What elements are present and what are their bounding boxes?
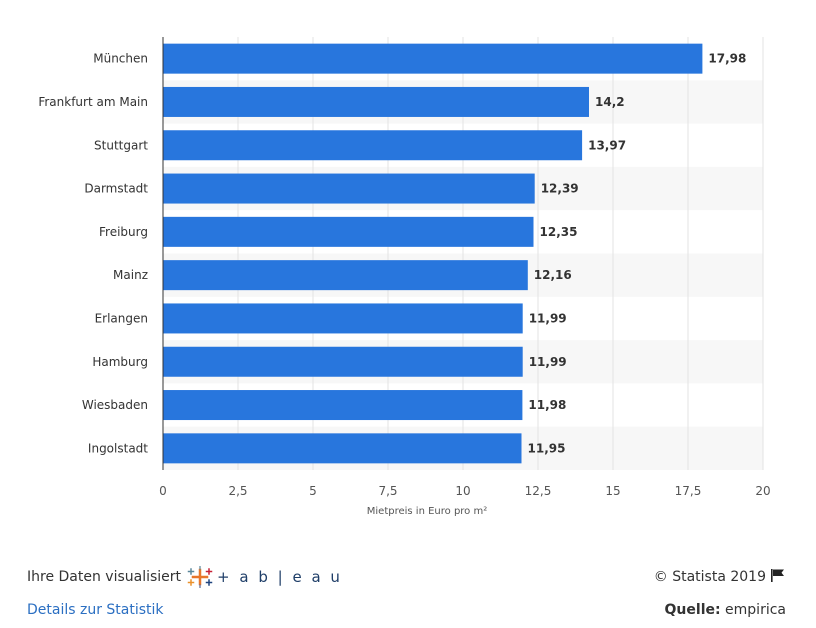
value-label: 11,99 <box>529 311 567 325</box>
category-label: Frankfurt am Main <box>38 95 148 109</box>
x-axis-title: Mietpreis in Euro pro m² <box>367 506 487 517</box>
x-tick-label: 17,5 <box>675 484 702 498</box>
category-labels: München Frankfurt am Main Stuttgart Darmsta… <box>38 52 148 456</box>
value-label: 11,95 <box>528 441 566 455</box>
bar[interactable] <box>163 433 522 464</box>
flag-icon[interactable] <box>770 568 786 586</box>
x-tick-label: 0 <box>159 484 167 498</box>
x-tick-label: 20 <box>755 484 770 498</box>
bar[interactable] <box>163 346 523 377</box>
bar[interactable] <box>163 390 523 421</box>
category-label: Mainz <box>113 268 148 282</box>
bar[interactable] <box>163 86 589 117</box>
tableau-credit[interactable]: Ihre Daten visualisiert + a b | e a u <box>27 566 342 588</box>
category-label: Wiesbaden <box>82 398 148 412</box>
tableau-plus-icon <box>187 566 213 588</box>
details-link[interactable]: Details zur Statistik <box>27 602 164 618</box>
value-label: 11,99 <box>529 355 567 369</box>
value-labels: 17,98 14,2 13,97 12,39 12,35 12,16 11,99 11,99 1… <box>528 52 747 456</box>
category-label: Erlangen <box>95 311 148 325</box>
bar[interactable] <box>163 130 583 161</box>
value-label: 12,16 <box>534 268 572 282</box>
tableau-logo[interactable]: + a b | e a u <box>187 566 342 588</box>
category-label: München <box>93 52 148 66</box>
bars <box>163 43 703 464</box>
bar[interactable] <box>163 260 528 291</box>
source-line: Quelle: empirica <box>665 602 786 618</box>
category-label: Darmstadt <box>84 182 148 196</box>
category-label: Ingolstadt <box>88 441 148 455</box>
x-tick-label: 5 <box>309 484 317 498</box>
value-label: 12,35 <box>540 225 578 239</box>
bar[interactable] <box>163 216 534 247</box>
x-tick-labels: 0 2,5 5 7,5 10 12,5 15 17,5 20 <box>159 484 770 498</box>
value-label: 14,2 <box>595 95 625 109</box>
x-tick-label: 7,5 <box>378 484 397 498</box>
x-tick-label: 10 <box>455 484 470 498</box>
value-label: 11,98 <box>528 398 566 412</box>
visualized-text: Ihre Daten visualisiert <box>27 569 182 585</box>
copyright-text: © Statista 2019 <box>653 569 766 585</box>
bar[interactable] <box>163 303 523 334</box>
value-label: 17,98 <box>708 52 746 66</box>
bar[interactable] <box>163 43 703 74</box>
bar[interactable] <box>163 173 535 204</box>
category-label: Stuttgart <box>94 138 148 152</box>
bar-chart: München Frankfurt am Main Stuttgart Darmsta… <box>38 37 771 517</box>
category-label: Freiburg <box>99 225 148 239</box>
source-value: empirica <box>725 602 786 618</box>
x-tick-label: 12,5 <box>525 484 552 498</box>
value-label: 12,39 <box>541 182 579 196</box>
source-label: Quelle: <box>664 602 721 618</box>
copyright-notice: © Statista 2019 <box>654 568 786 586</box>
value-label: 13,97 <box>588 138 626 152</box>
x-tick-label: 2,5 <box>228 484 247 498</box>
x-tick-label: 15 <box>605 484 620 498</box>
category-label: Hamburg <box>92 355 148 369</box>
tableau-wordmark: + a b | e a u <box>217 568 343 586</box>
